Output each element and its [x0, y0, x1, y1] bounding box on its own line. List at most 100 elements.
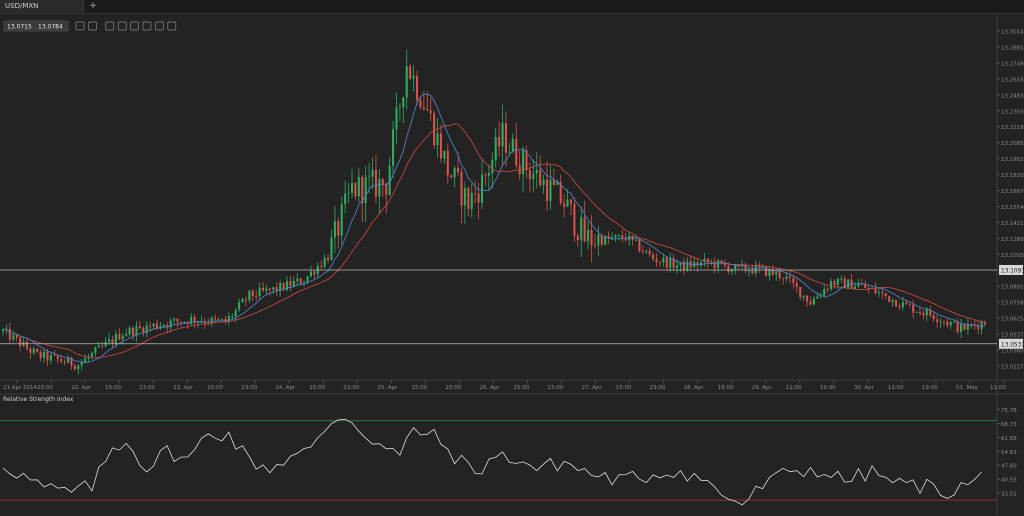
crosshair-icon[interactable] — [105, 21, 115, 31]
candle-body — [90, 353, 93, 357]
candle-body — [265, 288, 268, 291]
candle-body — [508, 151, 511, 153]
candle-body — [412, 75, 415, 79]
candle-body — [587, 229, 590, 242]
candle-body — [662, 257, 665, 263]
candle-body — [669, 258, 672, 268]
candle-body — [429, 110, 432, 114]
candle-body — [36, 348, 39, 352]
candle-body — [303, 282, 306, 284]
add-tab-button[interactable]: + — [89, 1, 97, 11]
tab-label: USD/MXN — [5, 2, 39, 10]
candle-body — [289, 281, 292, 287]
line-type-icon[interactable] — [130, 21, 139, 31]
candle-body — [296, 278, 299, 282]
candle-body — [374, 170, 377, 197]
candle-body — [388, 165, 391, 195]
candle-body — [467, 188, 470, 210]
candle-body — [238, 302, 241, 310]
tab-bar: USD/MXN + — [0, 0, 1024, 14]
time-tick-label: 15:00 — [207, 385, 223, 391]
candle-body — [306, 276, 309, 283]
level-label-bg-lower — [999, 338, 1023, 349]
tab-usdmxn[interactable]: USD/MXN — [0, 0, 84, 13]
candle-body — [460, 172, 463, 206]
candle-body — [573, 203, 576, 236]
draw-line-icon[interactable] — [167, 21, 177, 31]
candle-body — [327, 257, 330, 260]
candle-body — [816, 296, 819, 299]
candle-body — [953, 321, 956, 323]
time-tick-label: 23:00 — [139, 385, 155, 391]
candle-body — [532, 173, 535, 179]
candle-body — [720, 260, 723, 264]
candle-body — [128, 327, 131, 334]
candle-body — [761, 266, 764, 268]
candle-body — [936, 319, 939, 322]
candle-body — [169, 320, 172, 328]
candle-body — [751, 270, 754, 274]
candle-body — [853, 286, 857, 289]
candlestick-type-icon[interactable] — [117, 21, 127, 31]
price-box — [3, 20, 69, 32]
level-label-lower: 13.0537 — [1001, 342, 1024, 348]
zoom-in-icon[interactable] — [75, 21, 85, 31]
candle-body — [696, 262, 699, 266]
candle-body — [402, 97, 405, 107]
candle-body — [905, 302, 908, 305]
candle-body — [323, 257, 326, 267]
candle-body — [131, 327, 135, 336]
candle-body — [176, 318, 179, 322]
candle-body — [457, 167, 460, 173]
candle-body — [925, 309, 928, 316]
candle-body — [830, 281, 833, 290]
candle-body — [97, 345, 100, 348]
time-tick-label: 11:00 — [888, 385, 904, 391]
candle-body — [617, 234, 620, 236]
candle-body — [8, 328, 11, 340]
candle-body — [877, 292, 880, 294]
candle-body — [84, 358, 87, 363]
candle-body — [214, 317, 217, 319]
candle-body — [806, 295, 809, 302]
price-tick-label: 13.1421 — [1001, 221, 1024, 227]
candle-body — [333, 221, 336, 238]
ohlc-type-icon[interactable] — [142, 21, 152, 31]
candle-body — [881, 292, 884, 294]
price-tick-label: 13.0227 — [1001, 365, 1024, 371]
candle-body — [682, 261, 685, 270]
candle-body — [395, 107, 398, 130]
candle-body — [12, 335, 15, 340]
candle-body — [884, 292, 887, 297]
candle-body — [860, 284, 863, 285]
time-tick-label: 23:00 — [445, 385, 461, 391]
indicator-icon[interactable] — [155, 21, 164, 31]
candle-body — [634, 239, 638, 241]
candle-body — [977, 325, 980, 330]
candle-body — [604, 236, 607, 245]
time-tick-label: 15:00 — [514, 385, 530, 391]
candle-body — [912, 304, 915, 313]
candle-body — [364, 177, 367, 204]
zoom-out-icon[interactable] — [88, 21, 97, 31]
candle-body — [706, 258, 709, 263]
candle-body — [220, 319, 224, 320]
candle-body — [973, 324, 976, 326]
candle-body — [556, 182, 559, 186]
candle-body — [135, 326, 138, 336]
ask-price: 13.0784 — [38, 24, 63, 31]
candle-body — [546, 179, 549, 202]
candle-body — [262, 287, 265, 291]
candle-body — [409, 66, 412, 79]
candle-body — [63, 361, 66, 363]
time-tick-label: 23:00 — [37, 385, 53, 391]
time-tick-label: 23:00 — [343, 385, 359, 391]
candle-body — [159, 326, 162, 328]
candle-body — [946, 321, 949, 326]
candle-body — [713, 261, 716, 268]
price-tick-label: 13.2616 — [1001, 77, 1024, 83]
candle-body — [932, 315, 935, 320]
candle-body — [118, 333, 121, 340]
time-tick-label: 15:00 — [616, 385, 632, 391]
